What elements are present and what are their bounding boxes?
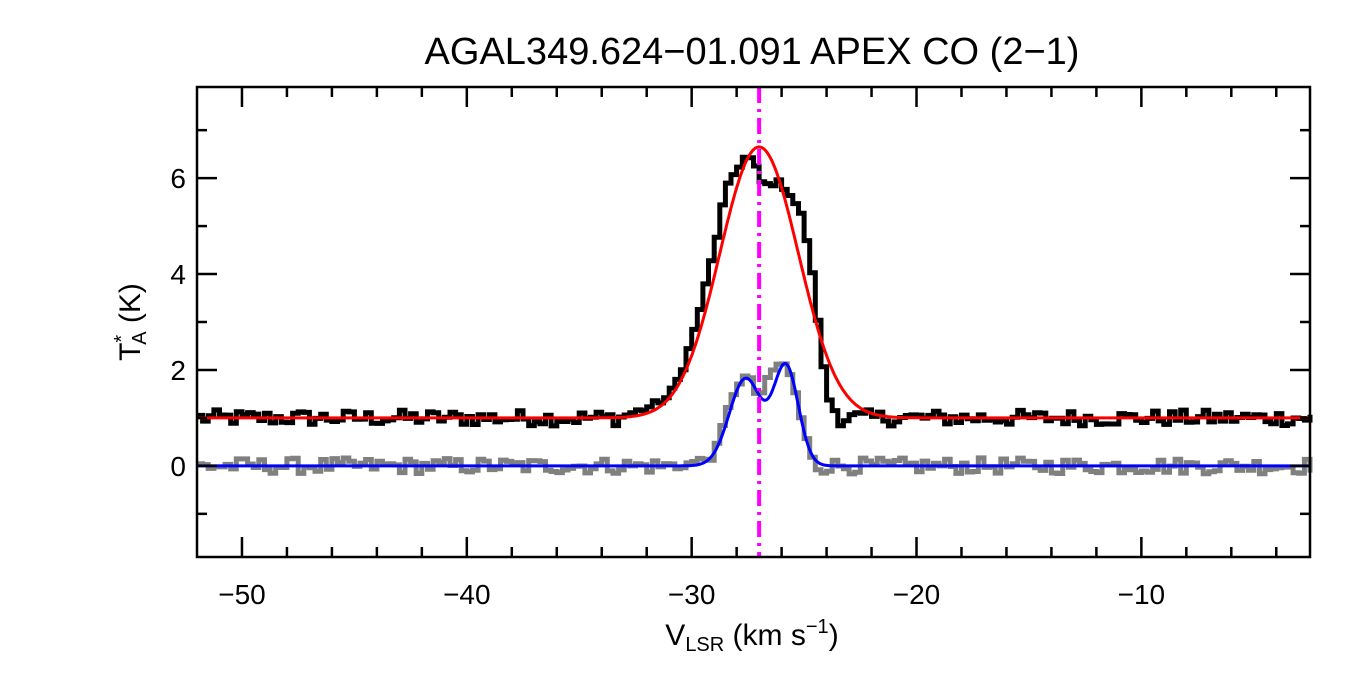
x-axis-label-close: ) bbox=[829, 619, 839, 652]
series-0-histogram bbox=[197, 154, 1313, 429]
x-tick-label: −20 bbox=[893, 579, 941, 610]
x-axis-label-main: V bbox=[665, 619, 685, 652]
axis-tick-labels: −50 −40 −30 −20 −10 0 2 4 6 bbox=[170, 163, 1165, 610]
y-axis-label: T*A (K) bbox=[111, 283, 151, 361]
y-tick-label: 2 bbox=[170, 355, 186, 386]
series-2-fit bbox=[197, 145, 1310, 420]
x-axis-label-superscript: −1 bbox=[806, 616, 829, 638]
x-tick-label: −30 bbox=[668, 579, 716, 610]
x-axis-label-subscript: LSR bbox=[685, 634, 724, 656]
y-axis-label-superscript: * bbox=[111, 335, 133, 343]
y-axis-label-rest: (K) bbox=[114, 283, 147, 331]
x-tick-label: −10 bbox=[1118, 579, 1166, 610]
x-axis-label-rest: (km s bbox=[724, 619, 806, 652]
series-1-histogram bbox=[197, 361, 1313, 477]
series-3-fit bbox=[197, 361, 1310, 468]
y-axis-label-main: T bbox=[114, 343, 147, 361]
y-tick-label: 0 bbox=[170, 451, 186, 482]
x-axis-label: VLSR (km s−1) bbox=[665, 616, 838, 656]
chart-title: AGAL349.624−01.091 APEX CO (2−1) bbox=[425, 31, 1080, 73]
y-tick-label: 6 bbox=[170, 163, 186, 194]
axis-ticks bbox=[197, 87, 1310, 557]
y-tick-label: 4 bbox=[170, 259, 186, 290]
plot-frame bbox=[195, 85, 1312, 559]
plot-traces bbox=[197, 87, 1313, 557]
x-tick-label: −50 bbox=[218, 579, 266, 610]
x-tick-label: −40 bbox=[443, 579, 491, 610]
y-axis-label-subscript: A bbox=[129, 331, 151, 345]
